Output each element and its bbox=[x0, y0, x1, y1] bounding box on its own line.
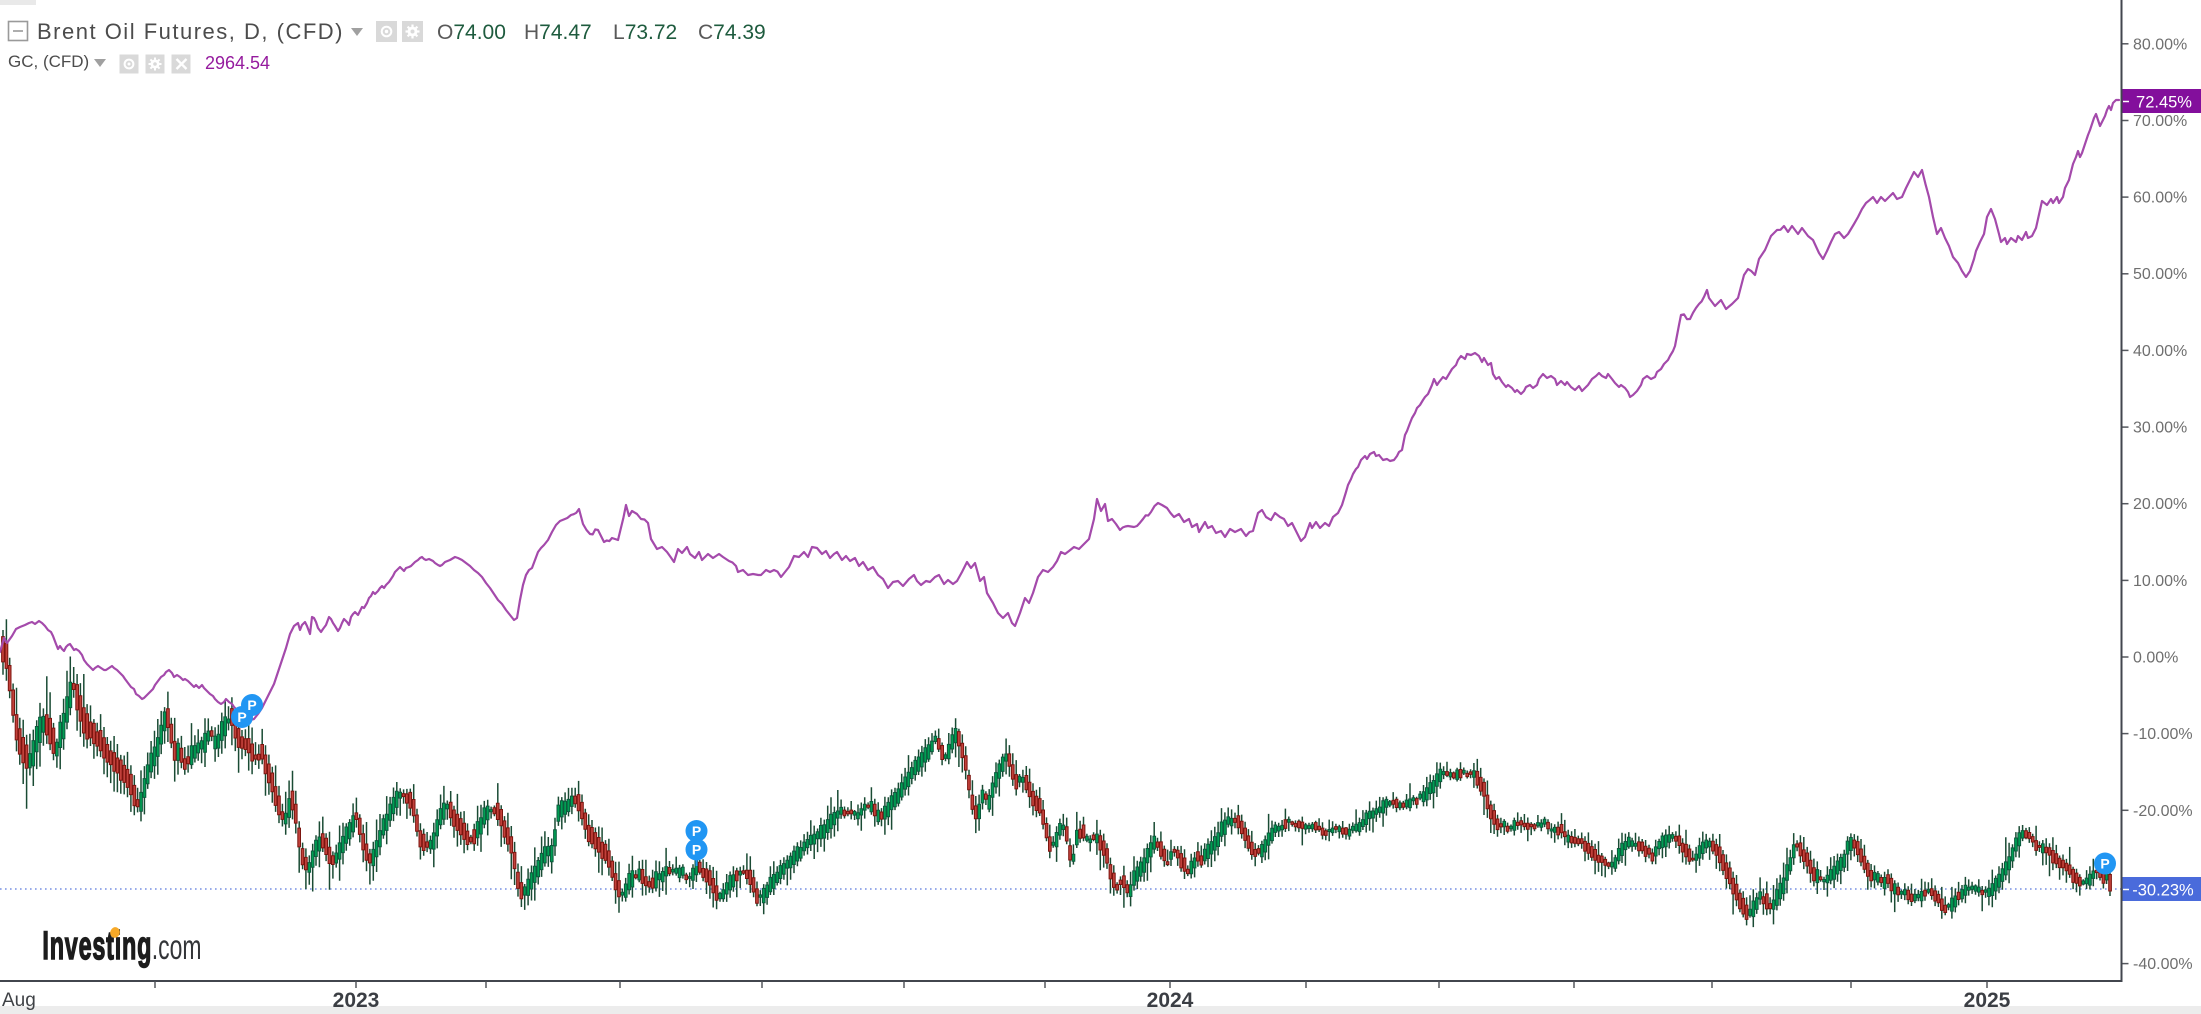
svg-text:2964.54: 2964.54 bbox=[205, 53, 270, 73]
svg-text:Aug: Aug bbox=[2, 990, 36, 1011]
svg-text:30.00%: 30.00% bbox=[2133, 420, 2187, 437]
svg-text:P: P bbox=[692, 842, 701, 858]
svg-text:-30.23%: -30.23% bbox=[2132, 882, 2194, 900]
svg-text:72.45%: 72.45% bbox=[2136, 94, 2192, 112]
svg-text:Brent Oil Futures, D, (CFD): Brent Oil Futures, D, (CFD) bbox=[37, 19, 344, 44]
svg-text:70.00%: 70.00% bbox=[2133, 113, 2187, 130]
svg-text:2025: 2025 bbox=[1964, 989, 2011, 1012]
svg-text:0.00%: 0.00% bbox=[2133, 650, 2178, 667]
svg-text:P: P bbox=[2100, 856, 2109, 872]
svg-text:80.00%: 80.00% bbox=[2133, 36, 2187, 53]
svg-text:-40.00%: -40.00% bbox=[2133, 956, 2193, 973]
svg-text:40.00%: 40.00% bbox=[2133, 343, 2187, 360]
svg-text:.com: .com bbox=[152, 928, 202, 967]
svg-text:10.00%: 10.00% bbox=[2133, 573, 2187, 590]
svg-text:P: P bbox=[692, 823, 701, 839]
svg-text:60.00%: 60.00% bbox=[2133, 190, 2187, 207]
svg-text:-10.00%: -10.00% bbox=[2133, 726, 2193, 743]
svg-text:P: P bbox=[247, 697, 256, 713]
svg-text:GC, (CFD): GC, (CFD) bbox=[8, 52, 89, 71]
svg-text:2023: 2023 bbox=[333, 989, 380, 1012]
svg-text:-20.00%: -20.00% bbox=[2133, 803, 2193, 820]
svg-text:50.00%: 50.00% bbox=[2133, 266, 2187, 283]
svg-text:P: P bbox=[237, 709, 246, 725]
svg-text:20.00%: 20.00% bbox=[2133, 496, 2187, 513]
svg-text:2024: 2024 bbox=[1147, 989, 1194, 1012]
svg-text:Investing: Investing bbox=[42, 924, 152, 968]
